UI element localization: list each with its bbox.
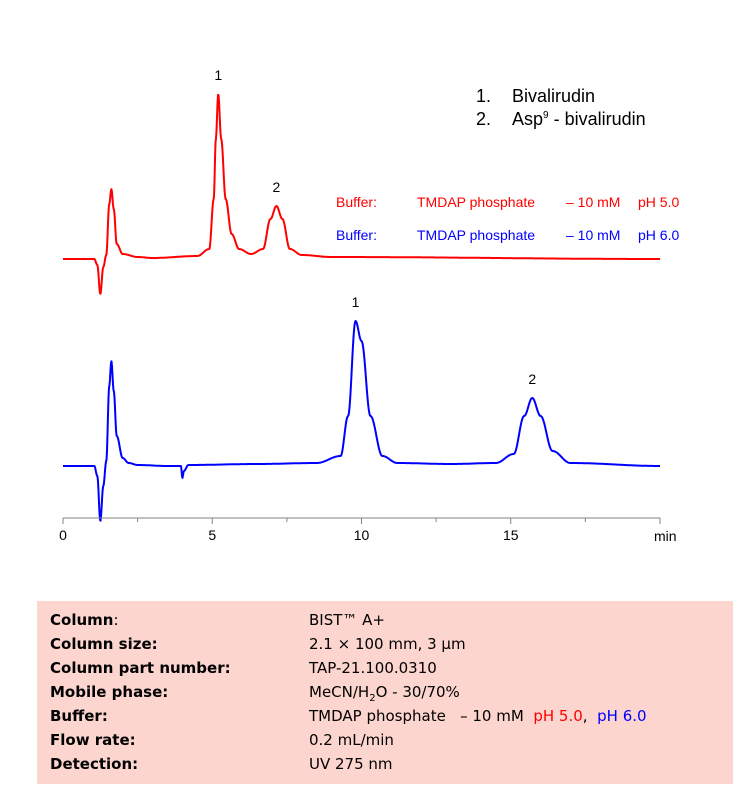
- peak-label: 1: [352, 294, 360, 310]
- info-row-buffer: Buffer: TMDAP phosphate – 10 mM pH 5.0, …: [37, 707, 733, 731]
- info-row-mobile: Mobile phase: MeCN/H2O - 30/70%: [37, 683, 733, 707]
- buffer-value: TMDAP phosphate – 10 mM: [309, 707, 524, 725]
- x-tick-label: 0: [59, 527, 67, 543]
- x-tick-label: 5: [208, 527, 216, 543]
- info-value: BIST™ A+: [309, 611, 385, 629]
- mobile-suffix: O - 30/70%: [375, 683, 460, 701]
- buffer-separator: ,: [582, 707, 588, 725]
- info-label: Mobile phase:: [50, 683, 169, 701]
- info-label: Column size:: [50, 635, 158, 653]
- buffer-row-ph: pH 6.0: [638, 227, 680, 243]
- info-label: Detection:: [50, 755, 139, 773]
- info-row-part: Column part number: TAP-21.100.0310: [37, 659, 733, 683]
- info-label: Column part number:: [50, 659, 231, 677]
- info-value: 2.1 × 100 mm, 3 µm: [309, 635, 466, 653]
- buffer-ph-blue: pH 6.0: [597, 707, 647, 725]
- info-row-flow: Flow rate: 0.2 mL/min: [37, 731, 733, 755]
- buffer-row-conc: – 10 mM: [566, 194, 621, 210]
- info-row-size: Column size: 2.1 × 100 mm, 3 µm: [37, 635, 733, 659]
- legend-number: 1.: [476, 86, 492, 106]
- info-value: 0.2 mL/min: [309, 731, 394, 749]
- x-tick-label: 15: [503, 527, 519, 543]
- mobile-subscript: 2: [369, 693, 376, 704]
- info-label-colon: :: [113, 611, 119, 629]
- legend-name-prefix: Asp: [512, 109, 544, 129]
- info-row-column: Column: BIST™ A+: [37, 611, 733, 635]
- buffer-row-label: Buffer:: [336, 227, 377, 243]
- peak-label: 2: [528, 371, 536, 387]
- info-value: TAP-21.100.0310: [309, 659, 437, 677]
- legend-item-2: 2. Asp9 - bivalirudin: [476, 109, 646, 130]
- x-axis-label: min: [654, 528, 677, 544]
- buffer-ph-red: pH 5.0: [533, 707, 583, 725]
- mobile-prefix: MeCN/H: [309, 683, 370, 701]
- buffer-row-ph: pH 5.0: [638, 194, 680, 210]
- peak-label: 2: [273, 179, 281, 195]
- buffer-row-conc: – 10 mM: [566, 227, 621, 243]
- info-label: Flow rate:: [50, 731, 136, 749]
- info-row-detection: Detection: UV 275 nm: [37, 755, 733, 779]
- series-line-2: [62, 320, 661, 522]
- legend-name: Bivalirudin: [512, 86, 596, 106]
- info-value: UV 275 nm: [309, 755, 393, 773]
- legend-name-suffix: - bivalirudin: [548, 109, 646, 129]
- info-label: Buffer:: [50, 707, 108, 725]
- chromatogram: 0 5 10 15 min 1 2 1 2: [59, 67, 677, 544]
- legend-name-superscript: 9: [543, 110, 549, 121]
- x-tick-label: 10: [354, 527, 370, 543]
- buffer-row-buffer: TMDAP phosphate: [417, 194, 536, 210]
- method-info-panel: Column: BIST™ A+ Column size: 2.1 × 100 …: [37, 601, 733, 784]
- buffer-row-label: Buffer:: [336, 194, 377, 210]
- legend-item-1: 1. Bivalirudin: [476, 86, 595, 107]
- peak-label: 1: [214, 67, 222, 83]
- buffer-row-buffer: TMDAP phosphate: [417, 227, 536, 243]
- info-label: Column: [50, 611, 114, 629]
- series-line-1: [62, 93, 661, 295]
- legend-number: 2.: [476, 109, 492, 129]
